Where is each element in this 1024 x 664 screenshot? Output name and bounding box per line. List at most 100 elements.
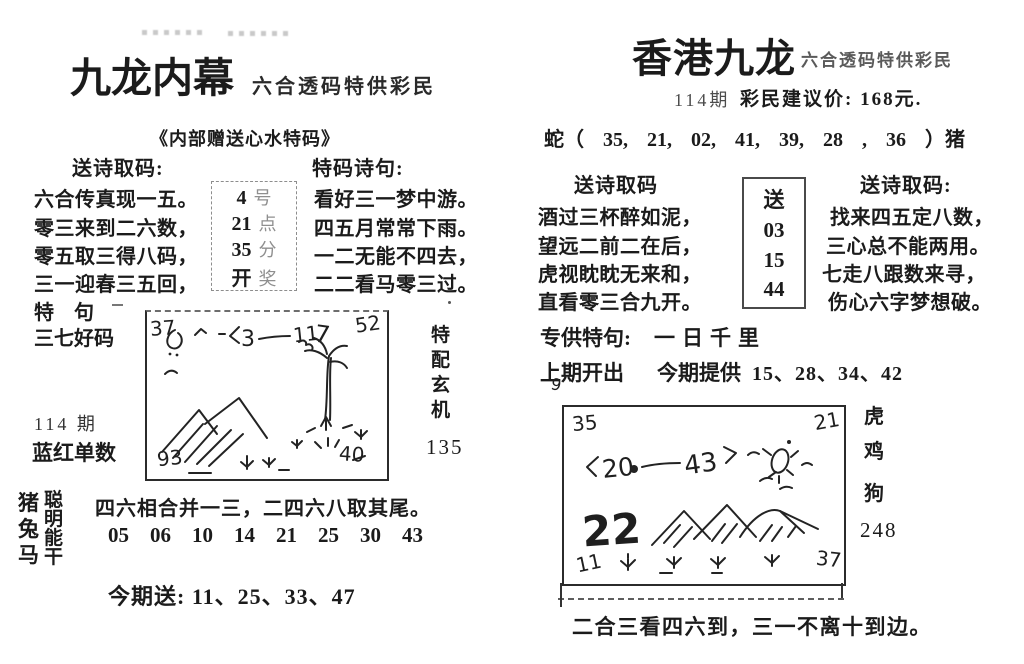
sketch-corner-number: 21 <box>812 406 842 436</box>
right-poem-header-right: 送诗取码: <box>860 175 952 197</box>
sketch-corner-number: 52 <box>353 310 382 338</box>
trait-char: 明 <box>44 509 64 530</box>
sketch-digit: 7 <box>313 320 332 350</box>
blue-red-odd-label: 蓝红单数 <box>32 441 116 465</box>
vertical-char: 特 <box>431 325 451 346</box>
draw-hour: 21 <box>231 213 252 235</box>
print-smudge <box>228 31 288 36</box>
draw-number: 4 <box>236 187 247 209</box>
gift-number: 44 <box>763 276 785 301</box>
right-verse-line: 三心总不能两用。 <box>826 236 990 258</box>
sketch-underline <box>558 598 844 600</box>
handwritten-mark: 9 <box>549 374 564 395</box>
left-footer-gift-line: 今期送: 11、25、33、47 <box>108 584 356 609</box>
right-issue-number: 114期 <box>674 90 731 110</box>
sketch-border-tick <box>560 583 562 607</box>
left-page-subtitle: 六合透码特供彩民 <box>252 76 436 98</box>
draw-minute-unit: 分 <box>258 240 277 260</box>
left-poem-line: 零五取三得八码， <box>34 246 198 268</box>
draw-label: 开 <box>231 268 252 290</box>
right-side-number: 248 <box>860 518 898 542</box>
draw-hour-unit: 点 <box>258 214 277 234</box>
sketch-digit: 3 <box>241 327 255 352</box>
tip-number: 21 <box>276 523 297 547</box>
left-numbers-row: 05 06 10 14 21 25 30 43 <box>108 523 423 548</box>
left-poem-line: 六合传真现一五。 <box>34 189 198 211</box>
left-verse-line: 看好三一梦中游。 <box>314 189 478 211</box>
draw-minute: 35 <box>231 239 252 261</box>
tip-number: 30 <box>360 523 381 547</box>
tip-number: 14 <box>234 523 255 547</box>
ink-dot <box>448 301 451 304</box>
left-verse-line: 四五月常常下雨。 <box>314 218 478 240</box>
sketch-corner-number: 93 <box>155 444 184 472</box>
vertical-char: 机 <box>431 400 451 421</box>
right-poem-line: 直看零三合九开。 <box>538 292 702 314</box>
gift-number: 15 <box>763 247 785 272</box>
left-issue-number: 114 期 <box>34 414 98 434</box>
right-verse-line: 伤心六字梦想破。 <box>828 292 992 314</box>
draw-hour-row: 21 点 <box>232 210 277 236</box>
special-phrase-header: 专供特句: <box>540 326 631 350</box>
sketch-digits: 20 <box>601 452 636 484</box>
left-poem-line: 零三来到二六数， <box>34 218 198 240</box>
previous-draw-label: 上期开出 <box>540 361 624 385</box>
left-poem-header: 送诗取码: <box>72 158 164 180</box>
right-zodiac-char: 虎 <box>864 406 884 428</box>
left-mystery-vertical-label: 特 配 玄 机 <box>431 323 450 423</box>
trait-char: 能 <box>44 528 64 549</box>
right-zodiac-char: 鸡 <box>864 441 884 463</box>
right-poem-line: 酒过三杯醉如泥， <box>538 207 702 229</box>
trait-char: 干 <box>44 547 64 568</box>
left-mystery-number: 135 <box>426 435 464 459</box>
left-hint-line: 四六相合并一三，二四六八取其尾。 <box>95 498 431 520</box>
current-offer-numbers: 15、28、34、42 <box>752 363 903 385</box>
trait-char: 聪 <box>44 490 64 511</box>
right-sketch-drawing: 20 43 22 <box>581 440 819 574</box>
vertical-char: 配 <box>431 350 451 371</box>
sketch-number: 22 <box>581 504 643 557</box>
tip-number: 06 <box>150 523 171 547</box>
sketch-border-tick <box>841 583 843 598</box>
right-page-title: 香港九龙 <box>632 36 796 81</box>
left-handwritten-sketch: 3 11 7 3 7 <box>145 310 389 481</box>
special-phrase-value: 一日千里 <box>654 326 766 350</box>
right-poem-header-left: 送诗取码 <box>574 175 658 197</box>
left-page-title: 九龙内幕 <box>70 55 234 101</box>
left-verse-line: 二二看马零三过。 <box>314 274 478 296</box>
right-footer-hint-line: 二合三看四六到，三一不离十到边。 <box>572 615 932 639</box>
zodiac-char: 兔 <box>18 517 39 541</box>
sketch-digits: 43 <box>682 447 719 481</box>
sketch-corner-number: 37 <box>814 545 843 573</box>
right-gift-numbers-box: 送 03 15 44 <box>742 177 806 309</box>
zodiac-numbers-line: 蛇（ 35, 21, 02, 41, 39, 28 , 36 ）猪 <box>544 129 965 151</box>
tip-number: 25 <box>318 523 339 547</box>
vertical-char: 玄 <box>431 375 451 396</box>
current-offer-label: 今期提供 <box>657 361 741 385</box>
left-banner: 《内部赠送心水特码》 <box>150 129 340 149</box>
draw-number-unit: 号 <box>253 188 272 208</box>
left-poem-line: 三一迎春三五回， <box>34 274 198 296</box>
right-handwritten-sketch: 20 43 22 35 21 11 37 <box>562 405 846 586</box>
left-sketch-drawing: 3 11 7 <box>161 320 368 474</box>
tip-number: 10 <box>192 523 213 547</box>
right-verse-line: 找来四五定八数， <box>830 207 994 229</box>
sketch-corner-number: 35 <box>571 409 599 437</box>
draw-minute-row: 35 分 <box>232 236 277 262</box>
draw-label-unit: 奖 <box>258 269 277 289</box>
draw-label-row: 开奖 <box>232 262 277 291</box>
left-verse-line: 一二无能不四去， <box>314 246 478 268</box>
tip-number: 05 <box>108 523 129 547</box>
left-trait-column: 聪 明 能 干 <box>44 491 63 567</box>
tip-number: 43 <box>402 523 423 547</box>
right-zodiac-char: 狗 <box>864 483 884 505</box>
right-verse-line: 七走八跟数来寻， <box>822 264 986 286</box>
print-smudge <box>142 30 204 35</box>
right-poem-line: 望远二前二在后， <box>538 236 702 258</box>
left-zodiac-column: 猪 兔 马 <box>18 490 39 568</box>
suggested-price: 彩民建议价: 168元. <box>740 89 923 110</box>
left-verse-header: 特码诗句: <box>312 158 404 180</box>
